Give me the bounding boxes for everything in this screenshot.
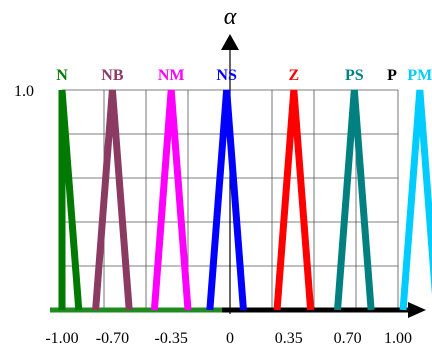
series-label-nb: NB (101, 67, 124, 84)
x-tick-label: 0.70 (334, 330, 362, 347)
x-tick-label: 1.00 (384, 330, 412, 347)
series-label-ps: PS (345, 67, 364, 84)
series-n-line (58, 89, 83, 311)
series-ns-line (206, 89, 247, 311)
x-tick-label: -1.00 (45, 330, 78, 347)
series-label-pm: PM (407, 67, 432, 84)
y-axis-arrow-icon (221, 34, 239, 50)
x-tick-label: 0 (226, 330, 234, 347)
series-label-nm: NM (158, 67, 185, 84)
labels-layer: α 1.0 -1.00 -0.70 -0.35 0 0.35 0.70 1.00 N NB NM NS Z… (14, 4, 432, 347)
series-ps-line (334, 89, 375, 311)
series-nm-line (150, 89, 192, 311)
series-nb-line (92, 89, 133, 311)
series-label-n: N (56, 67, 68, 84)
x-axis-arrow-icon (408, 302, 426, 318)
y-axis-symbol: α (224, 4, 237, 30)
series-z-line (273, 89, 315, 311)
x-tick-label: 0.35 (275, 330, 303, 347)
series-layer (58, 89, 432, 311)
series-pm-line (399, 89, 432, 311)
y-tick-label: 1.0 (14, 83, 34, 100)
x-tick-label: -0.70 (96, 330, 129, 347)
series-label-p: P (387, 67, 397, 84)
series-label-ns: NS (216, 67, 237, 84)
series-label-z: Z (289, 67, 300, 84)
x-tick-label: -0.35 (155, 330, 188, 347)
